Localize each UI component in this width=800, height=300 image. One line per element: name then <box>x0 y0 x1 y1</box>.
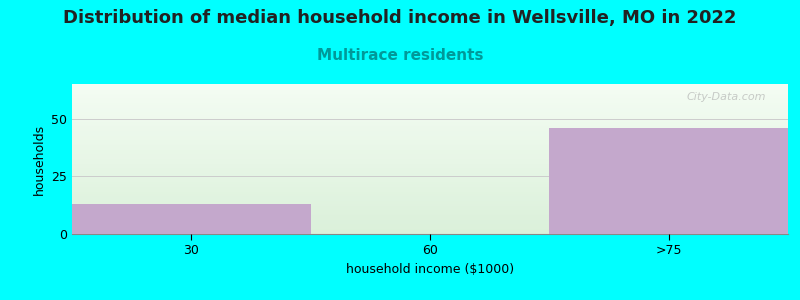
Y-axis label: households: households <box>33 123 46 195</box>
Bar <box>72 204 310 234</box>
Text: Multirace residents: Multirace residents <box>317 48 483 63</box>
Bar <box>550 128 788 234</box>
Text: City-Data.com: City-Data.com <box>687 92 766 101</box>
X-axis label: household income ($1000): household income ($1000) <box>346 263 514 276</box>
Text: Distribution of median household income in Wellsville, MO in 2022: Distribution of median household income … <box>63 9 737 27</box>
